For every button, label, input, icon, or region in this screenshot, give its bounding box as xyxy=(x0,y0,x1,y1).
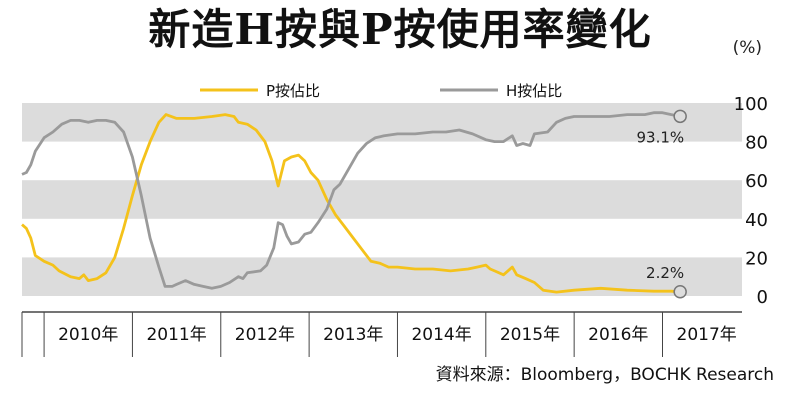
x-tick-label: 2011年 xyxy=(146,325,206,345)
x-tick-label: 2017年 xyxy=(677,325,737,345)
y-tick-label: 100 xyxy=(734,94,768,115)
source-note: 資料來源：Bloomberg，BOCHK Research xyxy=(435,365,774,385)
x-tick-label: 2012年 xyxy=(235,325,295,345)
legend-label: P按佔比 xyxy=(266,82,320,100)
y-tick-label: 0 xyxy=(757,287,768,308)
x-tick-label: 2016年 xyxy=(588,325,648,345)
y-tick-label: 20 xyxy=(745,248,768,269)
y-tick-label: 80 xyxy=(745,133,768,154)
end-marker xyxy=(673,285,687,299)
x-tick-label: 2010年 xyxy=(58,325,118,345)
x-tick-label: 2013年 xyxy=(323,325,383,345)
x-tick-label: 2014年 xyxy=(411,325,471,345)
series-line xyxy=(21,111,681,290)
chart-title: 新造H按與P按使用率變化 xyxy=(148,5,652,54)
legend-label: H按佔比 xyxy=(506,82,562,100)
x-tick-label: 2015年 xyxy=(500,325,560,345)
end-value-label: 93.1% xyxy=(637,128,685,146)
unit-label: (%) xyxy=(732,38,762,58)
end-value-label: 2.2% xyxy=(646,264,684,282)
y-tick-label: 60 xyxy=(745,171,768,192)
y-tick-label: 40 xyxy=(745,210,768,231)
series-line xyxy=(21,113,681,294)
end-marker xyxy=(673,109,687,124)
